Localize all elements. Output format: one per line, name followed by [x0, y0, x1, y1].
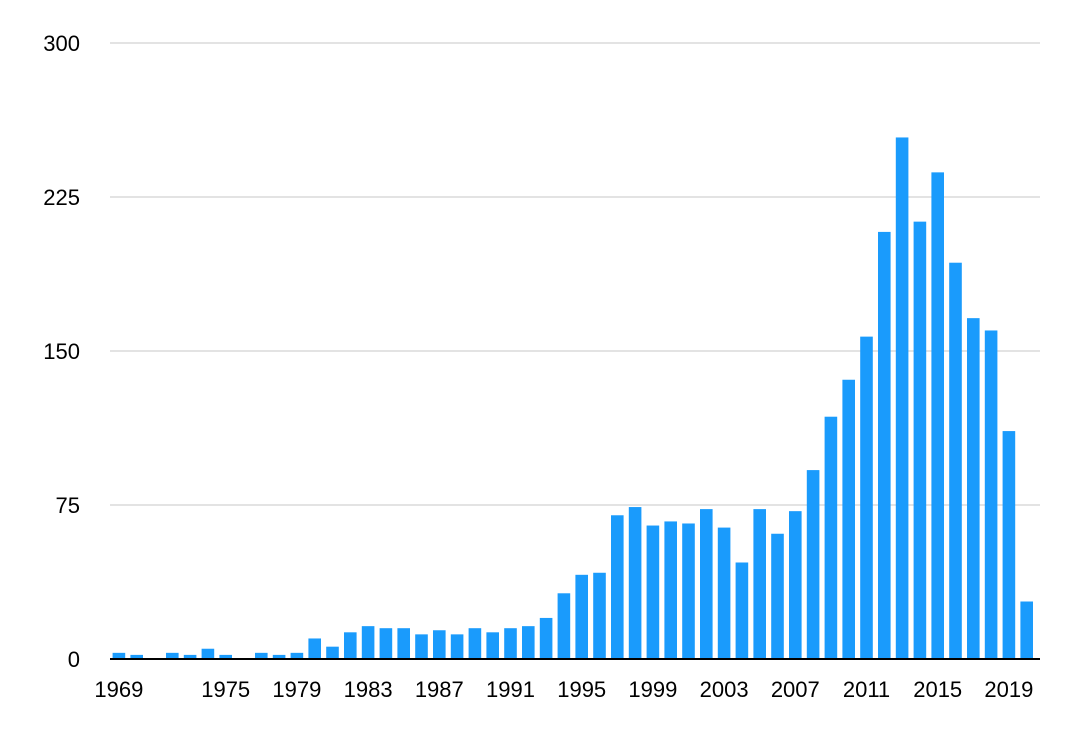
bar-1982 — [344, 632, 357, 659]
x-tick-label: 1991 — [486, 677, 535, 702]
bar-1989 — [468, 628, 482, 659]
bar-1998 — [628, 507, 642, 659]
y-tick-label: 0 — [68, 647, 80, 672]
bar-1984 — [379, 628, 393, 659]
bar-1996 — [593, 572, 606, 659]
bar-2020 — [1020, 601, 1033, 659]
bar-2011 — [860, 336, 873, 659]
bar-1980 — [308, 638, 321, 659]
x-tick-label: 1983 — [344, 677, 393, 702]
x-axis-tick-labels: 1969 1975 1979 1983 1987 1991 1995 1999 2003 2007… — [94, 677, 1033, 702]
bar-2007 — [789, 511, 802, 659]
x-tick-label: 1979 — [272, 677, 321, 702]
y-axis-tick-labels: 0 75 150 225 300 — [43, 31, 80, 672]
x-tick-label: 2011 — [843, 677, 890, 702]
bar-1973 — [183, 654, 197, 659]
bar-1987 — [433, 630, 446, 659]
x-tick-label: 2007 — [771, 677, 820, 702]
x-tick-label: 1995 — [557, 677, 606, 702]
y-tick-label: 150 — [43, 339, 80, 364]
bars — [112, 137, 1033, 660]
bar-1999 — [646, 525, 660, 659]
y-tick-label: 75 — [56, 493, 80, 518]
bar-2008 — [806, 470, 820, 659]
bar-1985 — [397, 628, 410, 659]
bar-2002 — [700, 509, 713, 659]
bar-1979 — [290, 652, 304, 659]
bar-1988 — [450, 634, 464, 659]
bar-2005 — [753, 509, 766, 659]
y-tick-label: 225 — [43, 185, 80, 210]
bar-1997 — [611, 515, 624, 659]
bar-2015 — [931, 172, 944, 660]
bar-1978 — [272, 654, 286, 659]
bar-1972 — [166, 652, 179, 659]
bar-1995 — [575, 574, 588, 659]
bar-1986 — [415, 634, 428, 659]
bar-1969 — [112, 652, 126, 659]
bar-1993 — [539, 617, 553, 659]
bar-1977 — [255, 652, 268, 659]
bar-2017 — [967, 318, 980, 659]
bar-2004 — [735, 562, 749, 659]
bar-2019 — [1002, 431, 1016, 659]
bar-1981 — [326, 646, 339, 659]
bar-2013 — [895, 137, 909, 659]
bar-1975 — [219, 654, 232, 659]
x-tick-label: 2003 — [700, 677, 749, 702]
bar-2006 — [771, 533, 784, 659]
bar-2012 — [878, 231, 891, 659]
x-tick-label: 1975 — [201, 677, 250, 702]
x-tick-label: 1999 — [628, 677, 677, 702]
bar-1974 — [201, 648, 215, 659]
bar-1992 — [522, 626, 535, 659]
x-tick-label: 1969 — [94, 677, 143, 702]
bar-1990 — [486, 632, 499, 659]
bar-2014 — [913, 221, 927, 659]
x-tick-label: 1987 — [415, 677, 464, 702]
bar-1970 — [130, 654, 143, 659]
bar-1991 — [504, 628, 517, 659]
x-tick-label: 2015 — [913, 677, 962, 702]
bar-2001 — [682, 523, 695, 659]
x-tick-label: 2019 — [984, 677, 1033, 702]
bar-2010 — [842, 379, 855, 659]
bar-2003 — [717, 527, 731, 659]
bar-2009 — [824, 416, 838, 659]
bar-2018 — [984, 330, 998, 659]
bar-2000 — [664, 521, 677, 659]
bar-1994 — [557, 593, 571, 659]
y-tick-label: 300 — [43, 31, 80, 56]
bar-1983 — [361, 626, 375, 659]
bar-2016 — [949, 262, 962, 659]
